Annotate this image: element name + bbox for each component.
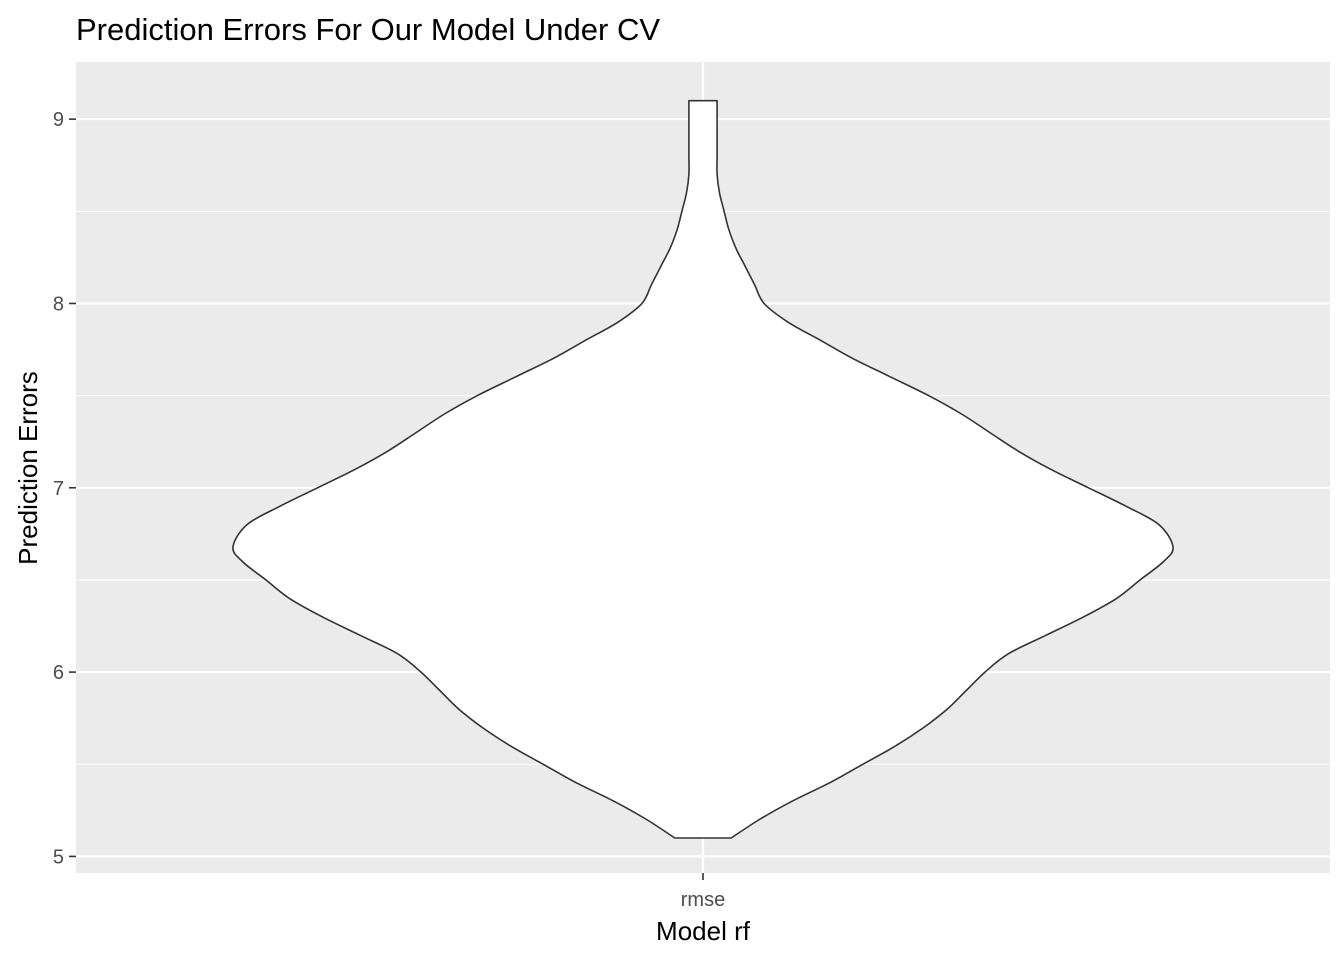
violin-rmse xyxy=(232,99,1174,839)
y-tick-label: 8 xyxy=(53,293,64,315)
y-tick-label: 9 xyxy=(53,109,64,131)
y-tick-label: 7 xyxy=(53,478,64,500)
x-axis: rmse xyxy=(681,873,725,911)
violins xyxy=(232,99,1174,839)
chart-title: Prediction Errors For Our Model Under CV xyxy=(76,12,660,47)
x-axis-title: Model rf xyxy=(656,916,751,946)
y-tick-label: 6 xyxy=(53,662,64,684)
x-tick-label: rmse xyxy=(681,889,725,911)
y-tick-label: 5 xyxy=(53,846,64,868)
y-axis: 5 6 7 8 9 xyxy=(53,109,76,868)
y-axis-title: Prediction Errors xyxy=(13,371,43,565)
